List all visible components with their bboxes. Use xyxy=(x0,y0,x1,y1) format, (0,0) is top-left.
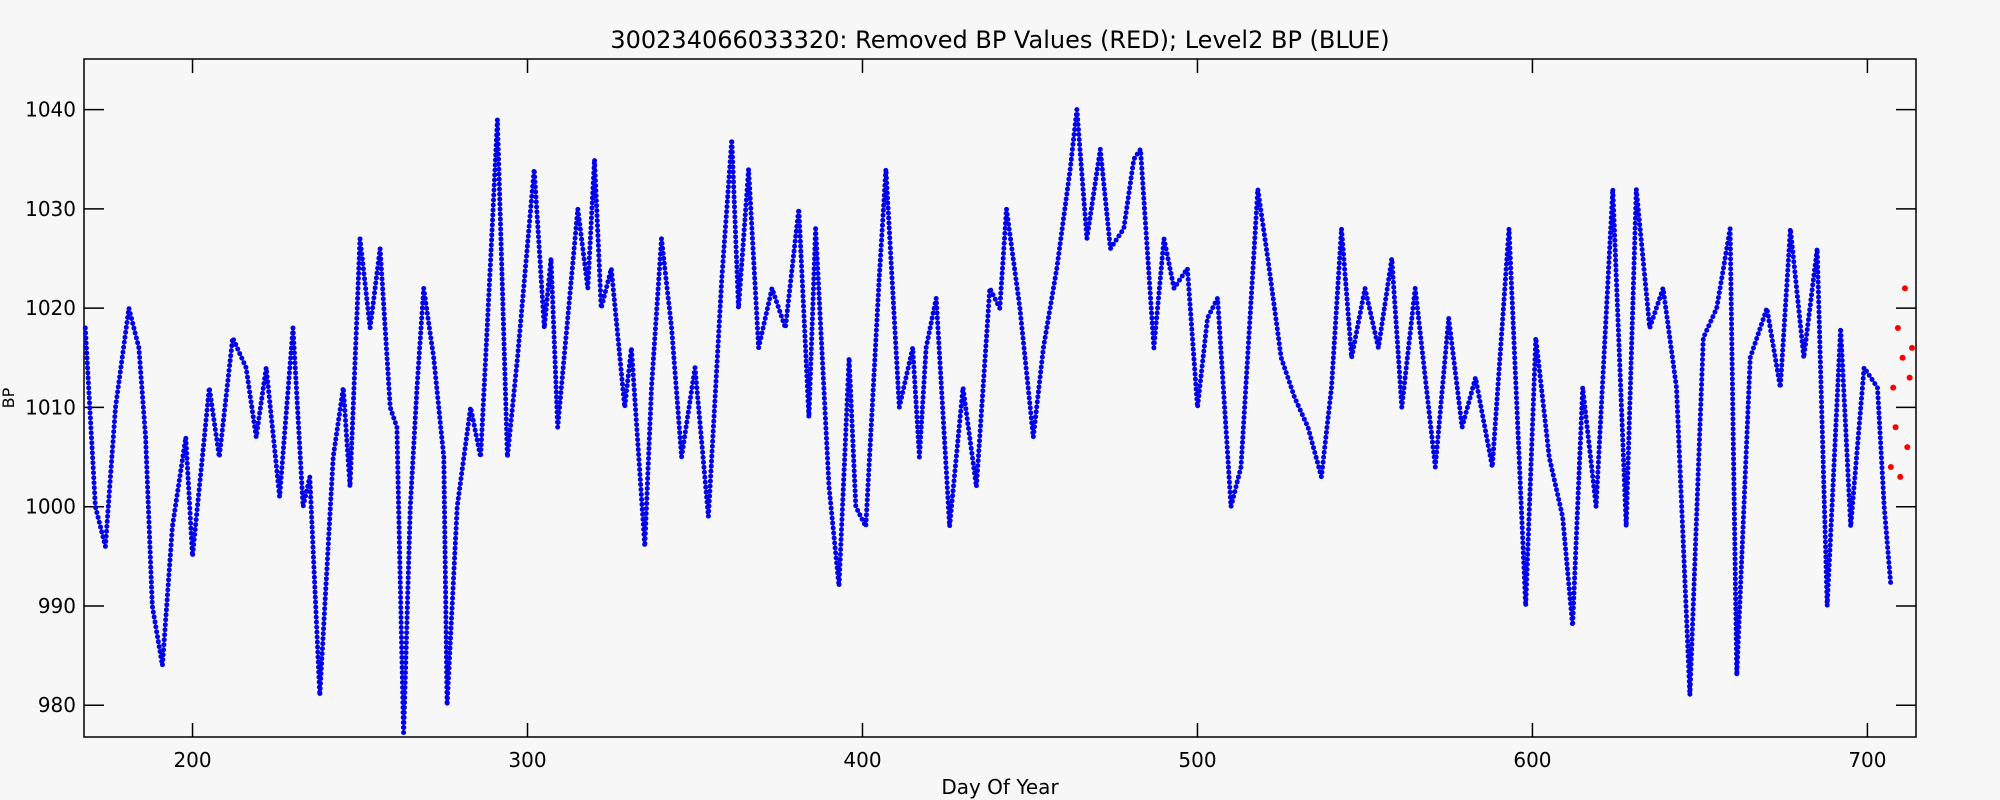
y-tick-label: 1000 xyxy=(25,495,76,519)
x-tick-label: 200 xyxy=(173,748,211,772)
removed-point xyxy=(1906,374,1913,381)
removed-point xyxy=(1901,285,1908,292)
removed-point xyxy=(1904,444,1911,451)
x-tick-label: 600 xyxy=(1513,748,1551,772)
x-tick-label: 400 xyxy=(843,748,881,772)
y-tick-label: 980 xyxy=(38,693,76,717)
y-tick-label: 1030 xyxy=(25,197,76,221)
removed-point xyxy=(1897,473,1904,480)
removed-point xyxy=(1899,354,1906,361)
x-tick-label: 500 xyxy=(1178,748,1216,772)
y-tick-label: 1040 xyxy=(25,98,76,122)
x-tick-label: 700 xyxy=(1848,748,1886,772)
y-tick-label: 1020 xyxy=(25,296,76,320)
y-tick-label: 1010 xyxy=(25,395,76,419)
bp-trace xyxy=(82,107,1894,738)
chart-title: 300234066033320: Removed BP Values (RED)… xyxy=(610,26,1389,54)
removed-point xyxy=(1908,344,1915,351)
removed-point xyxy=(1892,424,1899,431)
removed-point xyxy=(1890,384,1897,391)
y-axis-label: BP xyxy=(0,387,18,408)
removed-point xyxy=(1894,325,1901,332)
x-tick-label: 300 xyxy=(508,748,546,772)
removed-point xyxy=(1887,463,1894,470)
y-tick-label: 990 xyxy=(38,594,76,618)
x-axis-label: Day Of Year xyxy=(941,775,1059,799)
plot-frame xyxy=(83,58,1917,738)
